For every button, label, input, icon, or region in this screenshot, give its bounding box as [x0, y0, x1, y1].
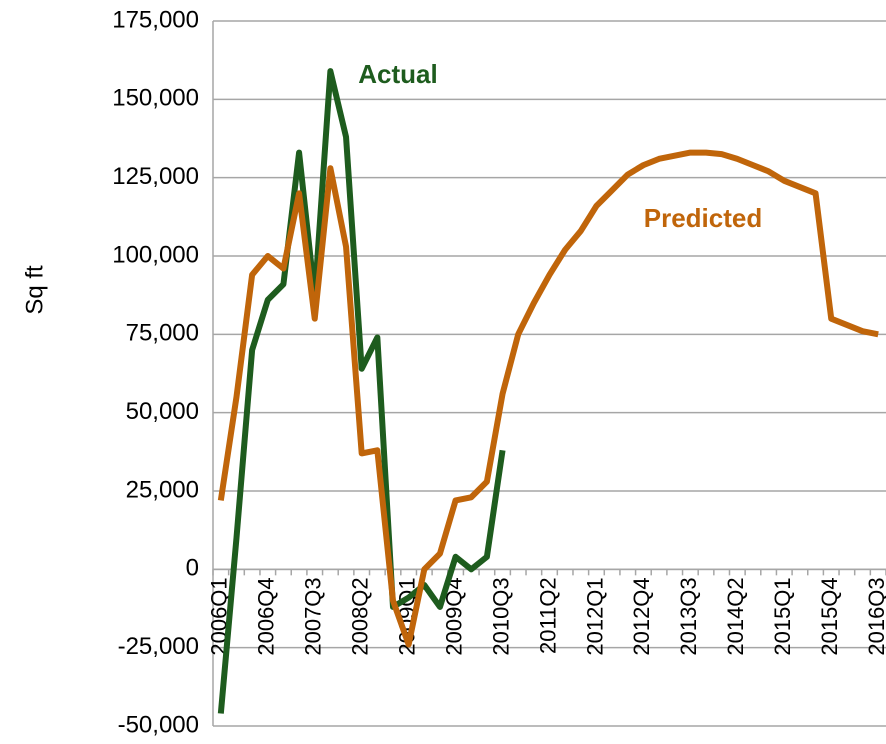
annotation: Actual [358, 59, 437, 89]
x-tick-label: 2011Q2 [535, 577, 560, 654]
x-tick-label: 2015Q1 [770, 577, 795, 655]
x-tick-label: 2006Q4 [254, 577, 279, 655]
y-axis-label: Sq ft [21, 265, 48, 315]
y-tick-label: -50,000 [118, 711, 199, 738]
y-tick-label: 150,000 [112, 85, 199, 112]
y-tick-label: 75,000 [126, 320, 199, 347]
series-line [217, 68, 506, 714]
x-tick-label: 2012Q1 [582, 577, 607, 655]
y-tick-label: 125,000 [112, 163, 199, 190]
x-tick-label: 2013Q3 [676, 577, 701, 655]
x-tick-label: 2012Q4 [629, 577, 654, 655]
y-tick-label: 25,000 [126, 476, 199, 503]
x-tick-label: 2010Q3 [488, 577, 513, 655]
x-tick-label: 2008Q2 [347, 577, 372, 655]
y-tick-label: -25,000 [118, 633, 199, 660]
y-tick-label: 50,000 [126, 398, 199, 425]
series-line [217, 149, 879, 648]
x-tick-label: 2007Q3 [301, 577, 326, 655]
y-tick-label: 100,000 [112, 241, 199, 268]
annotation: Predicted [644, 203, 763, 233]
x-tick-label: 2016Q3 [864, 577, 886, 655]
y-tick-label: 0 [186, 555, 199, 582]
x-tick-label: 2015Q4 [817, 577, 842, 655]
x-tick-label: 2014Q2 [723, 577, 748, 655]
y-tick-label: 175,000 [112, 6, 199, 33]
